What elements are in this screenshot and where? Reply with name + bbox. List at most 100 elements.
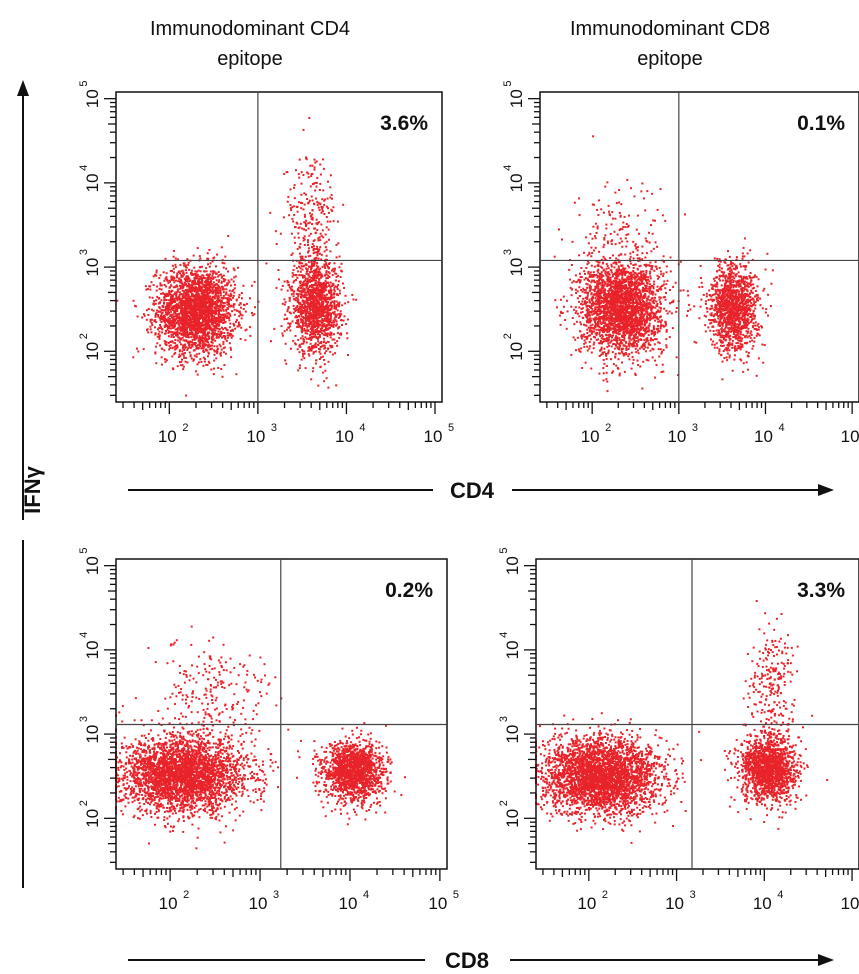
data-point (192, 309, 195, 312)
data-point (177, 336, 180, 339)
data-point (307, 291, 309, 294)
data-point (201, 296, 204, 299)
data-point (183, 329, 185, 332)
data-point (296, 276, 299, 279)
data-point (338, 305, 340, 308)
data-point (211, 272, 214, 275)
data-point (239, 313, 242, 316)
data-point (301, 306, 304, 309)
data-point (249, 326, 251, 329)
data-point (182, 301, 185, 304)
data-point (308, 310, 311, 313)
data-point (229, 292, 232, 295)
data-point (316, 262, 319, 265)
data-point (210, 368, 213, 371)
data-point (203, 324, 206, 327)
data-point (181, 315, 184, 318)
data-point (310, 322, 313, 325)
data-point (649, 275, 652, 278)
data-point (335, 300, 338, 303)
data-point (209, 295, 212, 298)
data-point (251, 314, 254, 317)
data-point (305, 264, 308, 267)
data-point (323, 363, 326, 366)
data-point (300, 293, 302, 296)
data-point (293, 236, 296, 239)
data-point (189, 319, 192, 322)
data-point (168, 303, 171, 306)
data-point (555, 306, 558, 309)
data-point (167, 335, 170, 338)
data-point (189, 308, 192, 311)
data-point (205, 300, 208, 303)
data-point (177, 316, 180, 319)
data-point (227, 235, 230, 237)
data-point (179, 284, 181, 287)
y-tick-label-group: 104 (78, 165, 102, 193)
data-point (182, 310, 185, 313)
data-point (316, 322, 319, 325)
data-point (335, 256, 338, 259)
data-point (320, 234, 323, 237)
data-point (150, 308, 153, 311)
data-point (193, 307, 196, 310)
data-point (309, 291, 312, 294)
data-point (216, 292, 219, 294)
data-point (201, 303, 204, 306)
data-point (312, 307, 315, 310)
data-point (185, 328, 188, 330)
data-point (201, 312, 204, 315)
data-point (174, 263, 177, 266)
data-point (209, 344, 212, 347)
data-point (307, 202, 309, 205)
data-point (293, 184, 296, 187)
data-point (195, 310, 198, 312)
data-point (155, 271, 158, 274)
data-point (171, 294, 174, 297)
data-point (226, 301, 229, 304)
data-point (220, 309, 223, 312)
data-point (325, 304, 328, 307)
data-point (167, 321, 169, 324)
data-point (338, 333, 341, 336)
data-point (233, 303, 236, 306)
data-point (198, 266, 201, 269)
data-point (311, 293, 314, 296)
data-point (215, 289, 218, 292)
data-point (299, 309, 302, 312)
data-point (181, 300, 184, 303)
data-point (294, 316, 297, 319)
y-axis-arrowhead (17, 80, 29, 96)
data-point (229, 315, 232, 318)
data-point (223, 262, 226, 265)
data-point (333, 301, 336, 304)
data-point (269, 211, 272, 214)
data-point (166, 328, 169, 331)
data-point (207, 341, 209, 344)
data-point (182, 296, 185, 299)
data-point (186, 288, 189, 291)
data-point (328, 266, 330, 269)
data-point (214, 329, 217, 332)
data-point (665, 291, 667, 294)
data-point (316, 222, 319, 225)
data-point (223, 335, 225, 337)
data-point (173, 320, 176, 323)
data-point (183, 281, 186, 284)
data-point (308, 354, 311, 357)
data-point (184, 283, 187, 286)
data-point (155, 362, 158, 365)
data-point (173, 301, 176, 303)
data-point (176, 365, 179, 368)
data-point (230, 333, 233, 336)
data-point (327, 274, 330, 277)
data-point (305, 294, 308, 297)
data-point (313, 227, 316, 230)
data-point (179, 337, 182, 340)
data-point (201, 327, 204, 330)
data-point (232, 288, 235, 291)
data-point (307, 353, 310, 356)
data-point (193, 304, 196, 307)
data-point (315, 305, 318, 307)
